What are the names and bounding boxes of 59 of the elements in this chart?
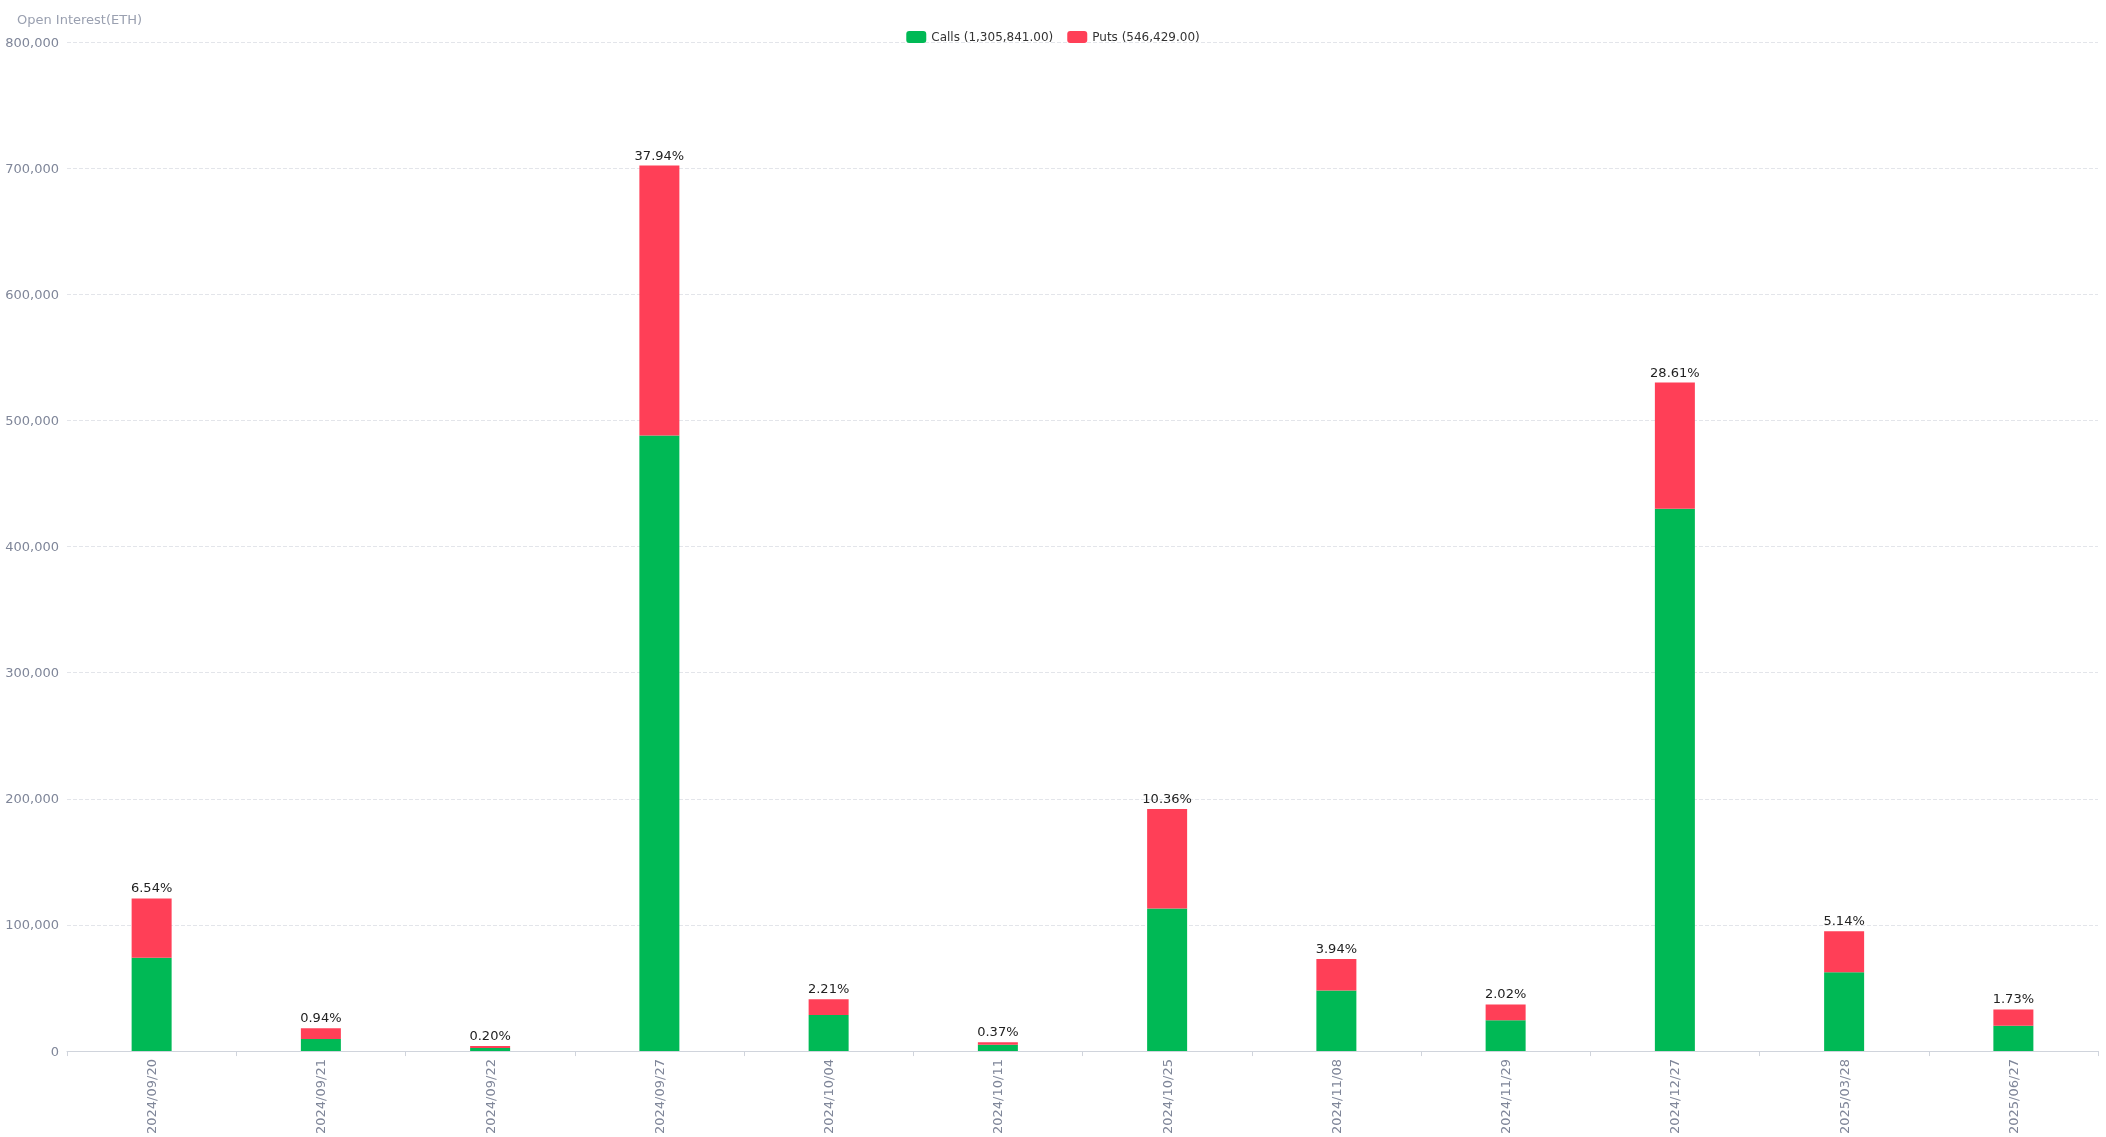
annotation: 0.20% xyxy=(469,1028,511,1044)
x-tick-label: 2024/10/04 xyxy=(821,1059,837,1135)
bar xyxy=(1993,1009,2034,1026)
bar xyxy=(300,1039,341,1052)
y-tick-label: 700,000 xyxy=(5,160,59,176)
annotation: 1.73% xyxy=(1992,991,2035,1007)
x-tick-label: 2024/10/25 xyxy=(1159,1059,1175,1135)
legend-label: Puts (546,429.00) xyxy=(1092,30,1200,44)
bar xyxy=(1824,972,1865,1052)
x-tick-label: 2024/09/21 xyxy=(313,1059,329,1135)
x-tick-label: 2024/09/22 xyxy=(482,1059,498,1135)
bar xyxy=(1993,1025,2034,1052)
y-tick-label: 100,000 xyxy=(5,917,59,933)
bar xyxy=(470,1047,511,1052)
x-tick-label: 2025/03/28 xyxy=(1836,1059,1852,1135)
y-tick-label: 600,000 xyxy=(5,286,59,302)
bar xyxy=(131,957,172,1052)
bar xyxy=(1485,1004,1526,1021)
annotation: 2.21% xyxy=(807,981,850,997)
legend-label: Calls (1,305,841.00) xyxy=(931,30,1054,44)
x-tick-label: 2025/06/27 xyxy=(2005,1059,2021,1135)
bar xyxy=(300,1028,341,1040)
bar xyxy=(1147,908,1188,1052)
bar xyxy=(1485,1020,1526,1052)
y-tick-label: 300,000 xyxy=(5,665,59,681)
y-tick-label: 400,000 xyxy=(5,539,59,555)
annotation: 28.61% xyxy=(1650,364,1700,380)
x-tick-label: 2024/10/11 xyxy=(990,1059,1006,1135)
bar xyxy=(639,435,680,1052)
x-tick-label: 2024/11/29 xyxy=(1498,1059,1514,1135)
bar xyxy=(808,1015,849,1052)
x-tick-label: 2024/09/20 xyxy=(144,1059,160,1135)
bar xyxy=(1316,958,1357,991)
annotation: 5.14% xyxy=(1823,913,1865,929)
annotation: 2.02% xyxy=(1484,986,1527,1002)
y-tick-label: 800,000 xyxy=(5,34,59,50)
y-tick-label: 500,000 xyxy=(5,412,59,428)
bar xyxy=(977,1042,1018,1045)
bar xyxy=(131,898,172,958)
bar xyxy=(977,1044,1018,1052)
annotation: 0.37% xyxy=(977,1024,1019,1040)
bar xyxy=(1654,382,1695,509)
y-tick-label: 0 xyxy=(50,1043,59,1059)
y-tick-label: 200,000 xyxy=(5,791,59,807)
annotation: 37.94% xyxy=(634,147,685,163)
annotation: 10.36% xyxy=(1142,790,1192,806)
bar xyxy=(1147,808,1188,909)
y-axis-title: Open Interest(ETH) xyxy=(17,12,143,27)
annotation: 0.94% xyxy=(300,1010,342,1026)
bar xyxy=(1654,508,1695,1052)
bar xyxy=(808,999,849,1016)
annotation: 6.54% xyxy=(130,880,173,896)
bar xyxy=(639,165,680,436)
annotation: 3.94% xyxy=(1315,940,1358,956)
x-tick-label: 2024/12/27 xyxy=(1667,1059,1683,1135)
bar xyxy=(1316,990,1357,1052)
x-tick-label: 2024/09/27 xyxy=(651,1059,667,1135)
x-tick-label: 2024/11/08 xyxy=(1328,1059,1344,1135)
bar xyxy=(1824,931,1865,973)
